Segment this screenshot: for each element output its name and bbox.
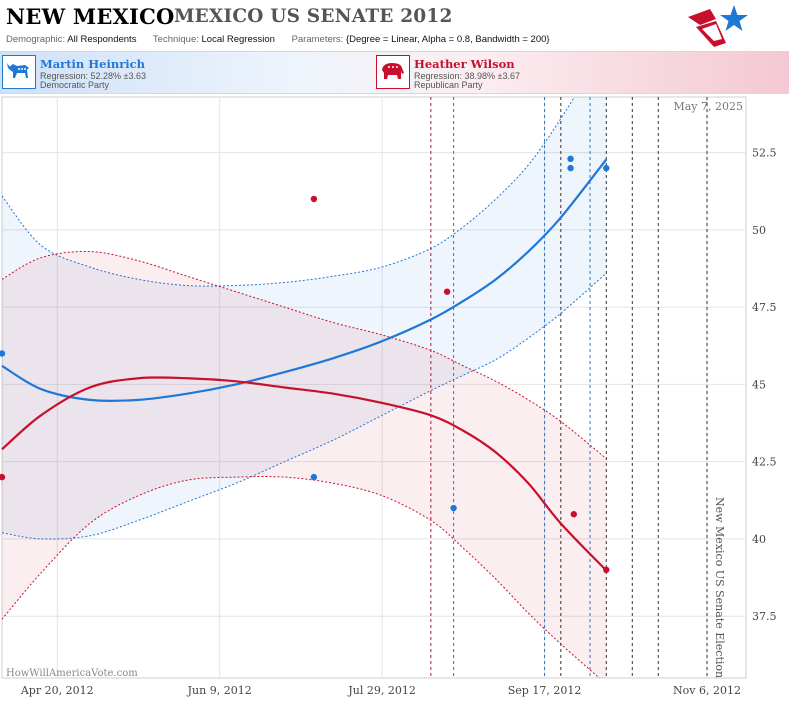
poll-point bbox=[603, 566, 610, 574]
republican-name: Heather Wilson bbox=[414, 57, 515, 71]
confidence-band-area bbox=[2, 251, 607, 678]
x-tick-label: Jul 29, 2012 bbox=[347, 684, 416, 697]
technique-value: Local Regression bbox=[201, 34, 275, 45]
poll-point bbox=[0, 473, 6, 481]
poll-point bbox=[450, 504, 457, 512]
plot-area bbox=[1, 96, 747, 679]
poll-chart: 37.5 40 42.5 45 47.5 50 52.5 Apr 20, 2012 Jun 9,… bbox=[0, 95, 789, 704]
confidence-band-upper bbox=[2, 97, 575, 287]
republican-party: Republican Party bbox=[414, 80, 483, 90]
confidence-bands bbox=[2, 97, 607, 678]
watermark: HowWillAmericaVote.com bbox=[6, 668, 138, 679]
republican-candidate: Heather Wilson Regression: 38.98% ±3.67 … bbox=[376, 55, 716, 91]
election-label: New Mexico US Senate Election bbox=[713, 497, 726, 679]
democrat-party: Democratic Party bbox=[40, 80, 110, 90]
elephant-icon bbox=[376, 55, 410, 89]
confidence-band-lower bbox=[2, 476, 601, 678]
trend-line bbox=[1, 158, 608, 403]
parameters-line: Demographic: All Respondents Technique: … bbox=[6, 34, 564, 45]
democrat-regression: Regression: 52.28% ±3.63 bbox=[40, 71, 147, 81]
demographic-value: All Respondents bbox=[67, 34, 137, 45]
confidence-band-upper bbox=[2, 250, 607, 459]
x-tick-label: Jun 9, 2012 bbox=[187, 684, 252, 697]
y-tick-label: 45 bbox=[752, 378, 766, 391]
poll-point bbox=[567, 155, 574, 163]
democrat-candidate: Martin Heinrich Regression: 52.28% ±3.63… bbox=[2, 55, 342, 91]
candidate-band: Martin Heinrich Regression: 52.28% ±3.63… bbox=[0, 52, 789, 94]
x-tick-label: Apr 20, 2012 bbox=[20, 684, 94, 697]
parameters-label: Parameters: bbox=[291, 34, 344, 45]
demographic-label: Demographic: bbox=[6, 34, 66, 45]
poll-point bbox=[310, 195, 318, 203]
y-tick-label: 47.5 bbox=[752, 301, 777, 314]
x-tick-label: Nov 6, 2012 bbox=[673, 684, 741, 697]
poll-point bbox=[310, 473, 318, 481]
donkey-icon bbox=[2, 55, 36, 89]
democrat-name: Martin Heinrich bbox=[40, 57, 145, 71]
poll-point bbox=[603, 164, 610, 172]
poll-point bbox=[443, 288, 451, 295]
poll-point bbox=[567, 164, 574, 172]
poll-point bbox=[570, 511, 578, 518]
y-tick-label: 42.5 bbox=[752, 456, 777, 469]
y-tick-label: 37.5 bbox=[752, 610, 777, 623]
technique-label: Technique: bbox=[152, 34, 199, 45]
parameters-value: {Degree = Linear, Alpha = 0.8, Bandwidth… bbox=[345, 34, 550, 45]
y-tick-label: 52.5 bbox=[752, 147, 777, 160]
poll-point bbox=[0, 350, 6, 357]
x-tick-label: Sep 17, 2012 bbox=[508, 684, 582, 697]
date-stamp: May 7, 2025 bbox=[673, 100, 743, 113]
race-title: MEXICO US SENATE 2012 bbox=[174, 6, 453, 27]
republican-regression: Regression: 38.98% ±3.67 bbox=[414, 71, 521, 81]
chart-canvas: 37.5 40 42.5 45 47.5 50 52.5 Apr 20, 2012 Jun 9,… bbox=[0, 96, 777, 697]
trend-line bbox=[1, 376, 608, 572]
confidence-band-area bbox=[2, 97, 607, 540]
y-tick-label: 50 bbox=[752, 224, 766, 237]
header: NEW MEXICO MEXICO US SENATE 2012 Demogra… bbox=[0, 0, 789, 52]
y-tick-label: 40 bbox=[752, 533, 766, 546]
state-title: NEW MEXICO bbox=[6, 4, 175, 29]
star-flag-logo-icon[interactable] bbox=[686, 3, 750, 49]
